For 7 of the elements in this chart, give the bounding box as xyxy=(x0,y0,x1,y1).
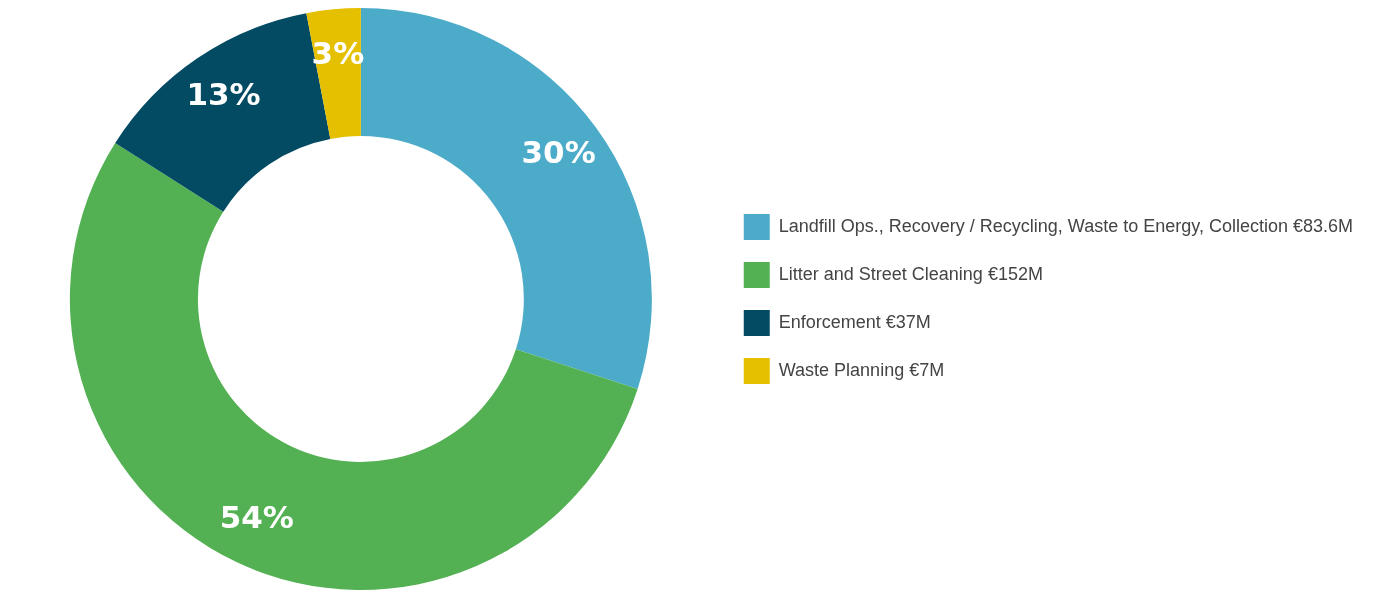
legend-label: Landfill Ops., Recovery / Recycling, Waste to Energy, Collection €83.6M xyxy=(778,215,1354,236)
legend-label: Waste Planning €7M xyxy=(778,359,945,380)
legend-label: Enforcement €37M xyxy=(778,311,931,332)
data-label: 54% xyxy=(219,499,294,536)
data-label: 30% xyxy=(521,134,596,171)
legend-label: Litter and Street Cleaning €152M xyxy=(778,263,1043,284)
data-label: 13% xyxy=(186,75,261,112)
